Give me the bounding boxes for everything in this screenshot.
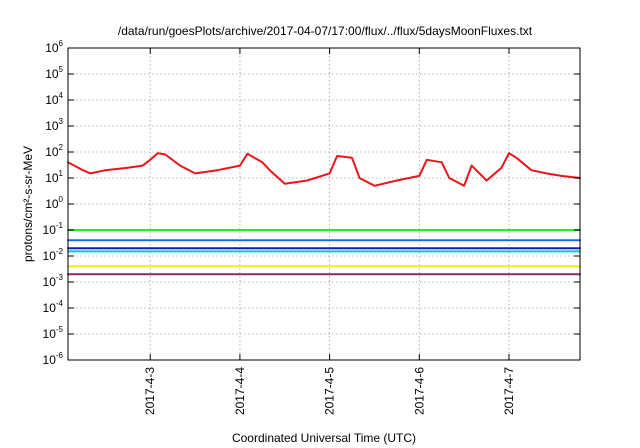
y-tick-exponent: 0 bbox=[59, 195, 64, 204]
y-tick-exponent: -6 bbox=[56, 351, 64, 360]
y-tick-label: 104 bbox=[45, 91, 63, 107]
y-tick-exponent: 4 bbox=[59, 91, 64, 100]
y-tick-label: 103 bbox=[45, 117, 63, 133]
x-tick-label: 2017-4-7 bbox=[502, 367, 516, 415]
y-tick-label: 106 bbox=[45, 39, 63, 55]
x-axis: 2017-4-3 2017-4-4 2017-4-5 2017-4-6 2017-4-7 bbox=[143, 48, 516, 415]
y-tick-label: 10-4 bbox=[43, 299, 64, 315]
series-layer bbox=[67, 152, 581, 276]
x-tick-label: 2017-4-4 bbox=[233, 367, 247, 415]
y-tick-exponent: 2 bbox=[59, 143, 64, 152]
x-tick-label: 2017-4-6 bbox=[412, 367, 426, 415]
y-tick-label: 10-2 bbox=[43, 247, 64, 263]
y-tick-exponent: -1 bbox=[56, 221, 64, 230]
y-axis: 10-610-510-410-310-210-11001011021031041… bbox=[43, 39, 580, 367]
y-tick-exponent: 5 bbox=[59, 65, 64, 74]
y-tick-label: 10-5 bbox=[43, 325, 64, 341]
y-tick-exponent: -2 bbox=[56, 247, 64, 256]
y-tick-label: 10-1 bbox=[43, 221, 64, 237]
y-tick-label: 10-3 bbox=[43, 273, 64, 289]
series-line-1 bbox=[67, 152, 581, 187]
y-tick-exponent: 3 bbox=[59, 117, 64, 126]
y-tick-label: 10-6 bbox=[43, 351, 64, 367]
y-tick-exponent: 6 bbox=[59, 39, 64, 48]
y-tick-label: 102 bbox=[45, 143, 63, 159]
y-tick-exponent: -4 bbox=[56, 299, 64, 308]
y-axis-label: protons/cm²-s-sr-MeV bbox=[21, 146, 35, 262]
grid bbox=[68, 48, 580, 360]
y-tick-exponent: -3 bbox=[56, 273, 64, 282]
y-tick-label: 105 bbox=[45, 65, 63, 81]
chart-title: /data/run/goesPlots/archive/2017-04-07/1… bbox=[118, 24, 533, 38]
y-tick-label: 100 bbox=[45, 195, 63, 211]
x-tick-label: 2017-4-5 bbox=[323, 367, 337, 415]
y-tick-label: 101 bbox=[45, 169, 63, 185]
y-tick-exponent: 1 bbox=[59, 169, 64, 178]
x-axis-label: Coordinated Universal Time (UTC) bbox=[232, 431, 416, 445]
y-tick-exponent: -5 bbox=[56, 325, 64, 334]
x-tick-label: 2017-4-3 bbox=[143, 367, 157, 415]
